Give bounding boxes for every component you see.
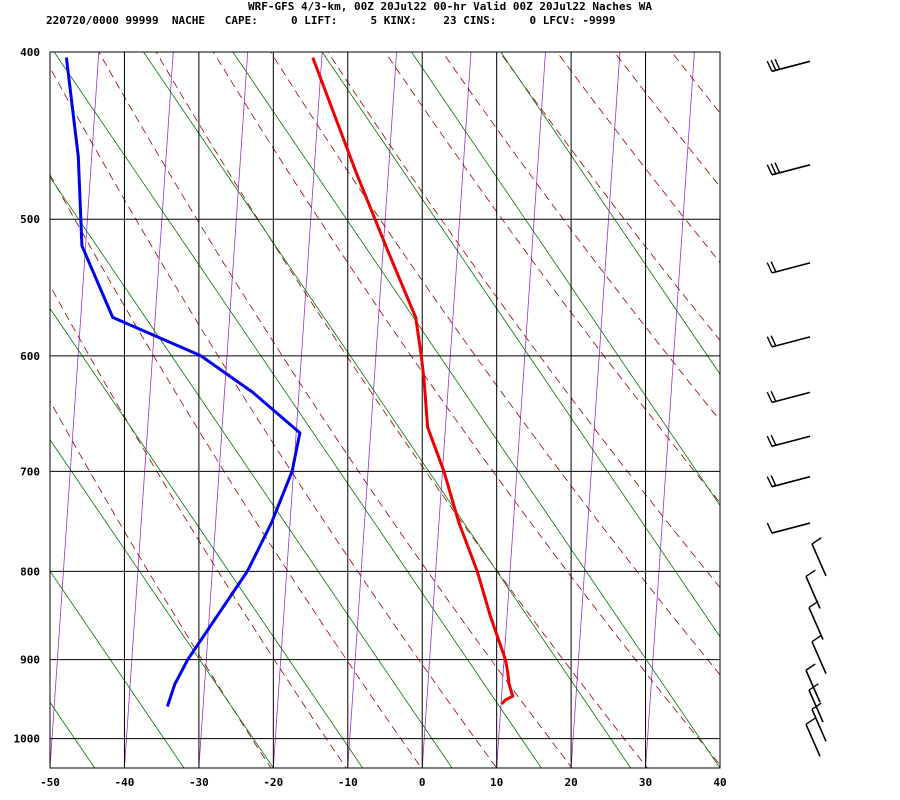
mixing-ratio-line <box>50 439 274 768</box>
dry-adiabat-line <box>212 52 720 766</box>
dewpoint-profile <box>64 57 302 707</box>
wind-barb <box>811 634 827 674</box>
wind-barb <box>811 702 827 742</box>
x-tick-label: 0 <box>419 776 426 789</box>
mixing-ratio-line <box>50 307 363 768</box>
isotherm-line <box>0 14 27 783</box>
y-tick-label: 400 <box>20 46 40 59</box>
wind-barb <box>766 162 811 176</box>
dry-adiabat-line <box>613 52 720 188</box>
wind-barb <box>766 58 811 73</box>
x-tick-label: -20 <box>263 776 283 789</box>
y-tick-label: 500 <box>20 213 40 226</box>
wind-barb <box>766 390 811 404</box>
plot-frame <box>49 51 721 769</box>
dry-adiabat-line <box>671 52 720 114</box>
x-axis-ticks: -50 -40 -30 -20 -10 0 10 20 30 40 <box>40 776 727 789</box>
mixing-ratio-line <box>231 52 720 768</box>
isotherm-line <box>421 52 472 768</box>
x-tick-label: -50 <box>40 776 60 789</box>
y-tick-label: 1000 <box>14 733 41 746</box>
wind-barb <box>766 335 811 348</box>
dry-adiabat-line <box>50 284 347 768</box>
temperature-profile <box>311 57 515 706</box>
wind-barb <box>766 261 811 274</box>
x-tick-label: 40 <box>713 776 726 789</box>
wind-barb <box>766 522 811 534</box>
mixing-ratio-line <box>142 52 631 768</box>
isotherm-line <box>198 52 249 768</box>
mixing-ratio-line <box>50 176 453 768</box>
y-tick-label: 800 <box>20 565 40 578</box>
wind-barb <box>805 569 821 609</box>
y-tick-label: 700 <box>20 465 40 478</box>
dry-adiabat-line <box>270 52 720 676</box>
wind-barbs <box>766 58 827 757</box>
y-tick-label: 900 <box>20 654 40 667</box>
wind-barb <box>766 475 811 488</box>
chart-title: WRF-GFS 4/3-km, 00Z 20Jul22 00-hr Valid … <box>248 0 652 13</box>
isotherm-line <box>793 14 845 783</box>
mixing-ratio-line <box>410 52 720 507</box>
background-lines <box>0 14 900 783</box>
isotherm-line <box>496 52 546 768</box>
dry-adiabat-line <box>499 52 720 341</box>
dry-adiabat-line <box>442 52 720 421</box>
x-tick-label: -30 <box>189 776 209 789</box>
isotherm-line <box>124 52 174 768</box>
mixing-ratio-line <box>0 14 5 768</box>
isotherm-line <box>272 52 323 768</box>
grid <box>50 52 720 768</box>
dry-adiabat-line <box>755 14 900 783</box>
dry-adiabat-line <box>698 14 900 783</box>
x-tick-label: 30 <box>639 776 652 789</box>
isotherm-line <box>50 52 100 768</box>
isotherm-line <box>868 14 900 783</box>
wind-barb <box>805 663 821 703</box>
wind-barb <box>805 717 821 757</box>
dry-adiabat-line <box>155 52 648 768</box>
x-tick-label: -40 <box>115 776 135 789</box>
dry-adiabat-line <box>811 14 900 783</box>
x-tick-label: 20 <box>564 776 577 789</box>
mixing-ratio-line <box>53 52 542 768</box>
x-tick-label: -10 <box>338 776 358 789</box>
isotherm-line <box>719 762 720 768</box>
dry-adiabat-line <box>50 66 498 768</box>
dry-adiabat-line <box>556 52 720 264</box>
wind-barb <box>808 600 824 640</box>
isotherm-line <box>347 52 397 768</box>
dry-adiabat-line <box>868 14 900 783</box>
chart-subtitle: 220720/0000 99999 NACHE CAPE: 0 LIFT: 5 … <box>46 14 616 27</box>
wind-barb <box>766 434 811 448</box>
y-axis-ticks: 400 500 600 700 800 900 1000 <box>14 46 41 746</box>
isotherm-line <box>570 52 621 768</box>
dry-adiabat-line <box>384 52 720 504</box>
dry-adiabat-line <box>50 400 272 768</box>
mixing-ratio-line <box>50 701 95 768</box>
x-tick-label: 10 <box>490 776 503 789</box>
dry-adiabat-line <box>327 52 720 589</box>
mixing-ratio-line <box>321 52 720 638</box>
y-tick-label: 600 <box>20 350 40 363</box>
dry-adiabat-line <box>50 173 422 768</box>
isotherm-line <box>645 52 695 768</box>
wind-barb <box>811 537 827 577</box>
profiles <box>64 57 515 707</box>
dry-adiabat-line <box>98 52 573 768</box>
